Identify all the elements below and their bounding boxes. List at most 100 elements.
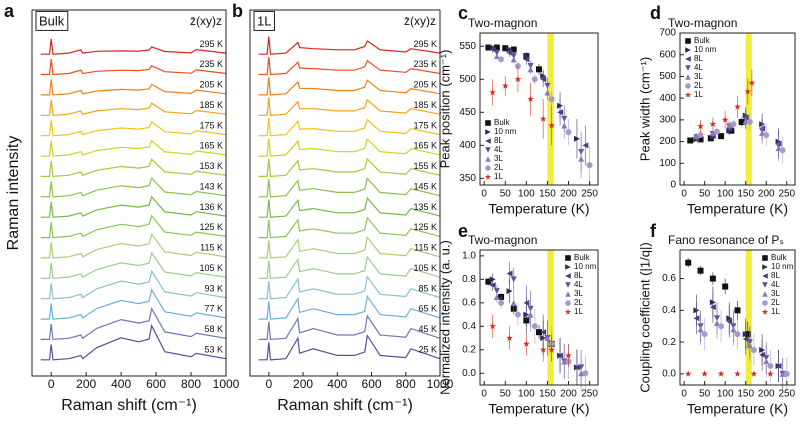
spectrum: [40, 306, 227, 341]
data-point: [779, 147, 786, 154]
data-point: [548, 346, 556, 353]
panel-letter: b: [232, 1, 243, 21]
data-point: [709, 304, 716, 311]
legend-label: 10 nm: [494, 127, 517, 136]
spectrum: [40, 79, 227, 96]
data-point: [734, 370, 741, 377]
panel-letter: a: [4, 1, 15, 21]
plot-frame: [249, 9, 441, 377]
legend-label: 2L: [771, 298, 780, 307]
spectrum: [40, 176, 227, 198]
temperature-label: 165 K: [413, 141, 437, 151]
spectrum: [258, 177, 441, 198]
x-tick-label: 100: [717, 189, 734, 200]
legend-marker: [485, 156, 491, 162]
data-point: [693, 315, 700, 322]
temperature-label: 65 K: [418, 304, 437, 314]
legend-label: 10 nm: [771, 262, 794, 271]
data-point: [763, 132, 770, 139]
legend-marker: [685, 83, 691, 89]
spectrum: [258, 157, 441, 178]
y-axis-label: Coupling coefficient (|1/q|): [637, 242, 652, 392]
data-point: [557, 109, 564, 116]
data-point: [697, 326, 704, 333]
spectrum: [40, 288, 227, 320]
temperature-label: 105 K: [413, 263, 437, 273]
y-tick-label: 0.6: [462, 297, 476, 308]
temperature-label: 185 K: [199, 100, 223, 110]
legend-marker: [685, 56, 691, 62]
y-tick-label: 400: [459, 140, 476, 151]
temperature-label: 145 K: [413, 181, 437, 191]
x-axis-label: Raman shift (cm⁻¹): [277, 397, 413, 414]
legend-label: 3L: [694, 72, 703, 81]
data-point: [514, 75, 522, 83]
legend-marker: [565, 291, 571, 297]
data-point: [527, 66, 534, 73]
x-tick-label: 250: [581, 189, 598, 200]
data-point: [498, 56, 505, 63]
temperature-label: 77 K: [204, 304, 223, 314]
data-point: [548, 96, 555, 103]
legend-label: 1L: [494, 172, 503, 181]
plot-frame: [679, 249, 796, 386]
x-tick-label: 600: [146, 377, 166, 391]
spectrum: [258, 216, 441, 239]
y-tick-label: 700: [659, 28, 676, 39]
x-axis-label: Temperature (K): [687, 401, 788, 417]
spectrum: [258, 333, 441, 361]
data-point: [557, 352, 564, 359]
data-point: [527, 311, 534, 318]
temperature-label: 153 K: [199, 161, 223, 171]
data-point: [767, 362, 774, 369]
data-point: [539, 346, 547, 353]
spectrum: [258, 294, 441, 320]
x-axis-label: Temperature (K): [687, 201, 788, 217]
data-point: [544, 335, 551, 342]
x-tick-label: 0: [48, 377, 55, 391]
data-point: [523, 299, 530, 306]
data-point: [746, 342, 753, 349]
legend-label: 8L: [574, 271, 583, 280]
data-point: [548, 121, 556, 129]
temperature-label: 235 K: [199, 59, 223, 69]
legend-marker: [684, 91, 692, 98]
temperature-label: 295 K: [413, 39, 437, 49]
spectrum: [258, 97, 441, 116]
data-point: [540, 329, 547, 336]
legend-label: 1L: [694, 90, 703, 99]
highlight-band: [547, 33, 554, 185]
sample-label: Bulk: [39, 13, 65, 28]
spectrum: [258, 77, 441, 96]
y-axis-label: Peak width (cm⁻¹): [637, 57, 652, 161]
spectrum: [40, 251, 227, 279]
data-point: [527, 95, 534, 102]
x-tick-label: 1000: [427, 377, 454, 391]
plot-frame: [479, 249, 599, 386]
data-point: [523, 56, 530, 63]
data-point: [750, 347, 757, 354]
legend-marker: [685, 47, 691, 53]
temperature-label: 93 K: [204, 283, 223, 293]
legend-label: 4L: [574, 280, 583, 289]
legend-marker: [485, 147, 491, 153]
x-tick-label: 100: [518, 389, 535, 400]
x-tick-label: 200: [293, 377, 313, 391]
x-tick-label: 150: [737, 389, 754, 400]
data-point: [734, 307, 741, 314]
y-axis-label: Raman intensity: [5, 136, 22, 251]
spectrum: [258, 36, 441, 55]
legend-label: 3L: [494, 154, 503, 163]
legend-label: 10 nm: [694, 45, 717, 54]
temperature-label: 175 K: [413, 120, 437, 130]
data-point: [766, 370, 774, 377]
x-tick-label: 0: [265, 377, 272, 391]
x-tick-label: 150: [737, 189, 754, 200]
data-point: [726, 318, 733, 325]
temperature-label: 135 K: [413, 202, 437, 212]
data-point: [779, 370, 786, 377]
data-point: [730, 326, 737, 333]
legend-marker: [762, 300, 768, 306]
panel-letter: c: [458, 3, 468, 23]
